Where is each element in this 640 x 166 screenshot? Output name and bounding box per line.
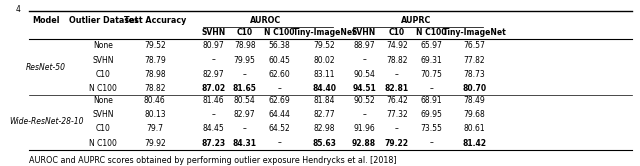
Text: 84.40: 84.40 xyxy=(312,84,337,93)
Text: 65.97: 65.97 xyxy=(420,41,442,50)
Text: None: None xyxy=(93,41,113,50)
Text: 74.92: 74.92 xyxy=(386,41,408,50)
Text: N C100: N C100 xyxy=(416,28,447,37)
Text: 87.02: 87.02 xyxy=(201,84,225,93)
Text: –: – xyxy=(277,84,281,93)
Text: SVHN: SVHN xyxy=(201,28,225,37)
Text: SVHN: SVHN xyxy=(93,55,114,65)
Text: 80.02: 80.02 xyxy=(314,55,335,65)
Text: 79.52: 79.52 xyxy=(314,41,335,50)
Text: C10: C10 xyxy=(237,28,253,37)
Text: 79.68: 79.68 xyxy=(464,110,486,119)
Text: 77.32: 77.32 xyxy=(386,110,408,119)
Text: 78.49: 78.49 xyxy=(464,96,486,105)
Text: 88.97: 88.97 xyxy=(353,41,375,50)
Text: –: – xyxy=(429,84,433,93)
Text: 69.31: 69.31 xyxy=(420,55,442,65)
Text: 68.91: 68.91 xyxy=(420,96,442,105)
Text: –: – xyxy=(243,124,246,133)
Text: 81.42: 81.42 xyxy=(463,139,486,148)
Text: 82.97: 82.97 xyxy=(202,70,224,79)
Text: 76.57: 76.57 xyxy=(464,41,486,50)
Text: Wide-ResNet-28-10: Wide-ResNet-28-10 xyxy=(9,117,83,126)
Text: ResNet-50: ResNet-50 xyxy=(26,63,66,72)
Text: 79.7: 79.7 xyxy=(147,124,163,133)
Text: 64.44: 64.44 xyxy=(268,110,290,119)
Text: SVHN: SVHN xyxy=(352,28,376,37)
Text: 94.51: 94.51 xyxy=(352,84,376,93)
Text: 4: 4 xyxy=(15,5,20,14)
Text: 84.45: 84.45 xyxy=(202,124,224,133)
Text: Model: Model xyxy=(33,16,60,25)
Text: 92.88: 92.88 xyxy=(352,139,376,148)
Text: 85.63: 85.63 xyxy=(312,139,337,148)
Text: C10: C10 xyxy=(96,70,111,79)
Text: 60.45: 60.45 xyxy=(268,55,290,65)
Text: 79.95: 79.95 xyxy=(234,55,255,65)
Text: C10: C10 xyxy=(388,28,404,37)
Text: 80.13: 80.13 xyxy=(144,110,166,119)
Text: –: – xyxy=(243,70,246,79)
Text: AUROC: AUROC xyxy=(250,16,281,25)
Text: 78.98: 78.98 xyxy=(234,41,255,50)
Text: 90.52: 90.52 xyxy=(353,96,375,105)
Text: 78.79: 78.79 xyxy=(144,55,166,65)
Text: 87.23: 87.23 xyxy=(201,139,225,148)
Text: 82.98: 82.98 xyxy=(314,124,335,133)
Text: 62.60: 62.60 xyxy=(268,70,290,79)
Text: –: – xyxy=(211,55,215,65)
Text: N C100: N C100 xyxy=(90,84,117,93)
Text: 78.82: 78.82 xyxy=(144,84,166,93)
Text: 64.52: 64.52 xyxy=(268,124,290,133)
Text: 77.82: 77.82 xyxy=(464,55,486,65)
Text: 81.46: 81.46 xyxy=(202,96,224,105)
Text: –: – xyxy=(395,70,399,79)
Text: 76.42: 76.42 xyxy=(386,96,408,105)
Text: –: – xyxy=(211,110,215,119)
Text: 80.70: 80.70 xyxy=(463,84,486,93)
Text: 80.61: 80.61 xyxy=(464,124,486,133)
Text: AUROC and AUPRC scores obtained by performing outlier exposure Hendrycks et al. : AUROC and AUPRC scores obtained by perfo… xyxy=(29,156,397,165)
Text: –: – xyxy=(395,124,399,133)
Text: 81.84: 81.84 xyxy=(314,96,335,105)
Text: SVHN: SVHN xyxy=(93,110,114,119)
Text: 73.55: 73.55 xyxy=(420,124,442,133)
Text: None: None xyxy=(93,96,113,105)
Text: –: – xyxy=(277,139,281,148)
Text: –: – xyxy=(362,110,366,119)
Text: –: – xyxy=(429,139,433,148)
Text: 82.81: 82.81 xyxy=(385,84,409,93)
Text: 82.97: 82.97 xyxy=(234,110,255,119)
Text: 84.31: 84.31 xyxy=(233,139,257,148)
Text: 90.54: 90.54 xyxy=(353,70,375,79)
Text: N C100: N C100 xyxy=(90,139,117,148)
Text: AUPRC: AUPRC xyxy=(401,16,431,25)
Text: Outlier Dataset: Outlier Dataset xyxy=(68,16,138,25)
Text: 70.75: 70.75 xyxy=(420,70,442,79)
Text: C10: C10 xyxy=(96,124,111,133)
Text: 81.65: 81.65 xyxy=(233,84,257,93)
Text: Tiny-ImageNet: Tiny-ImageNet xyxy=(443,28,506,37)
Text: 78.98: 78.98 xyxy=(144,70,166,79)
Text: Tiny-ImageNet: Tiny-ImageNet xyxy=(292,28,356,37)
Text: N C100: N C100 xyxy=(264,28,294,37)
Text: 78.73: 78.73 xyxy=(464,70,486,79)
Text: 82.77: 82.77 xyxy=(314,110,335,119)
Text: 80.54: 80.54 xyxy=(234,96,255,105)
Text: 69.95: 69.95 xyxy=(420,110,442,119)
Text: 83.11: 83.11 xyxy=(314,70,335,79)
Text: 56.38: 56.38 xyxy=(268,41,290,50)
Text: 80.97: 80.97 xyxy=(202,41,224,50)
Text: 79.52: 79.52 xyxy=(144,41,166,50)
Text: Test Accuracy: Test Accuracy xyxy=(124,16,186,25)
Text: 79.92: 79.92 xyxy=(144,139,166,148)
Text: 79.22: 79.22 xyxy=(385,139,409,148)
Text: –: – xyxy=(362,55,366,65)
Text: 80.46: 80.46 xyxy=(144,96,166,105)
Text: 91.96: 91.96 xyxy=(353,124,375,133)
Text: 78.82: 78.82 xyxy=(386,55,408,65)
Text: 62.69: 62.69 xyxy=(268,96,290,105)
